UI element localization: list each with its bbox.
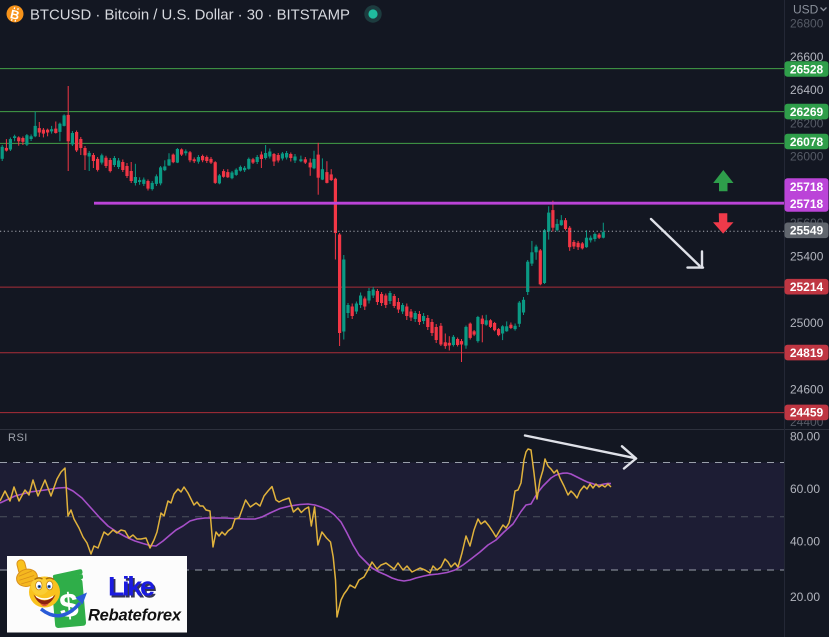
svg-text:BTCUSD · Bitcoin / U.S. Dollar: BTCUSD · Bitcoin / U.S. Dollar · 30 · BI…	[30, 8, 350, 24]
svg-text:Like: Like	[110, 573, 157, 603]
svg-text:USD: USD	[793, 3, 819, 17]
svg-text:26269: 26269	[790, 105, 824, 119]
svg-text:26078: 26078	[790, 135, 824, 149]
svg-text:25000: 25000	[790, 316, 824, 330]
svg-text:24459: 24459	[790, 406, 824, 420]
svg-text:24819: 24819	[790, 346, 824, 360]
svg-text:26200: 26200	[790, 116, 824, 130]
svg-text:B: B	[9, 7, 21, 23]
svg-text:25718: 25718	[790, 197, 824, 211]
svg-text:26528: 26528	[790, 62, 824, 76]
svg-text:25549: 25549	[790, 224, 824, 238]
svg-text:RSI: RSI	[8, 432, 28, 444]
svg-text:25718: 25718	[790, 180, 824, 194]
svg-text:60.00: 60.00	[790, 482, 820, 496]
svg-text:26000: 26000	[790, 150, 824, 164]
svg-text:24600: 24600	[790, 382, 824, 396]
svg-text:25400: 25400	[790, 249, 824, 263]
svg-text:26400: 26400	[790, 83, 824, 97]
svg-text:80.00: 80.00	[790, 430, 820, 444]
svg-text:Rebateforex: Rebateforex	[88, 607, 182, 625]
svg-text:26600: 26600	[790, 50, 824, 64]
svg-text:40.00: 40.00	[790, 535, 820, 549]
svg-text:25214: 25214	[790, 280, 824, 294]
svg-text:Like: Like	[108, 572, 155, 602]
svg-text:26800: 26800	[790, 17, 824, 31]
svg-text:20.00: 20.00	[790, 590, 820, 604]
